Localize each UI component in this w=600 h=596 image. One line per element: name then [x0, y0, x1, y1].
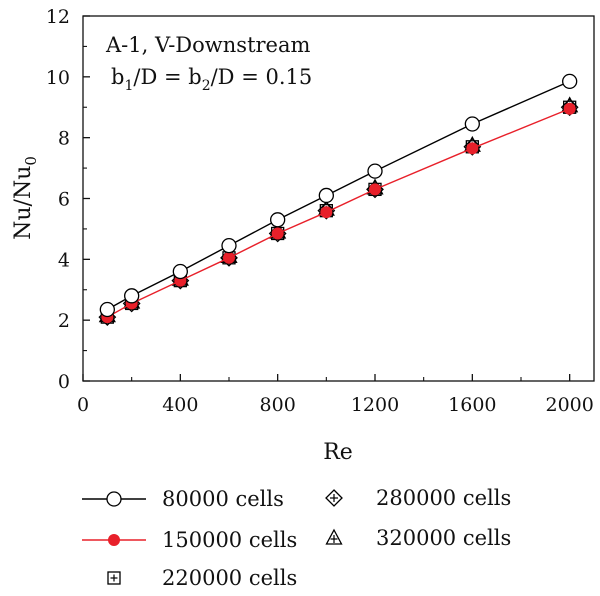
data-point	[562, 73, 578, 90]
data-point	[270, 212, 286, 228]
y-tick-label: 4	[58, 249, 70, 271]
series-280000-cells	[98, 98, 579, 327]
legend-marker	[325, 528, 343, 545]
y-tick-label: 12	[46, 6, 70, 28]
legend-label: 80000 cells	[162, 487, 284, 511]
data-point	[464, 116, 480, 132]
legend-marker	[107, 571, 121, 585]
axes: 0 400 800 1200 1600 2000 0 2 4 6 8 10 12	[46, 6, 595, 416]
x-tick-label: 1200	[351, 394, 399, 416]
legend-label: 150000 cells	[162, 528, 297, 552]
data-point	[320, 206, 333, 219]
series-80000-cells	[99, 73, 578, 318]
y-tick-label: 6	[58, 189, 70, 211]
legend: 80000 cells 150000 cells 220000 cells 28000…	[82, 486, 511, 590]
legend-item: 320000 cells	[325, 526, 511, 550]
y-tick-label: 10	[46, 67, 70, 89]
x-tick-label: 800	[260, 394, 296, 416]
data-point	[99, 301, 115, 318]
x-axis-label: Re	[323, 440, 353, 465]
legend-item: 280000 cells	[325, 486, 511, 510]
x-tick-label: 0	[77, 394, 89, 416]
x-tick-label: 2000	[545, 394, 593, 416]
legend-marker	[325, 489, 343, 507]
legend-label: 280000 cells	[376, 486, 511, 510]
series-320000-cells	[98, 96, 579, 323]
annotation-line-1: A-1, V-Downstream	[105, 33, 310, 57]
data-point	[271, 227, 284, 240]
series-150000-cells	[101, 102, 576, 324]
legend-marker	[106, 491, 122, 507]
x-tick-label: 400	[162, 394, 198, 416]
data-point	[318, 187, 334, 204]
legend-marker	[108, 534, 120, 546]
data-point	[124, 288, 140, 304]
data-point	[563, 102, 576, 115]
y-axis-label: Nu/Nu0	[11, 156, 40, 240]
legend-item: 220000 cells	[107, 566, 297, 590]
data-point	[466, 142, 479, 155]
x-tick-label: 1600	[448, 394, 496, 416]
legend-item: 150000 cells	[82, 528, 297, 552]
y-tick-label: 2	[58, 310, 70, 332]
y-tick-label: 0	[58, 371, 70, 393]
legend-label: 220000 cells	[162, 566, 297, 590]
data-point	[221, 237, 237, 254]
annotation-line-2: b1/D = b2/D = 0.15	[111, 65, 312, 94]
y-tick-label: 8	[58, 128, 70, 150]
legend-label: 320000 cells	[376, 526, 511, 550]
series-layer	[98, 73, 579, 327]
data-point	[367, 163, 383, 179]
data-point	[172, 263, 188, 280]
legend-item: 80000 cells	[82, 487, 284, 511]
data-point	[223, 251, 235, 264]
data-point	[369, 183, 381, 196]
